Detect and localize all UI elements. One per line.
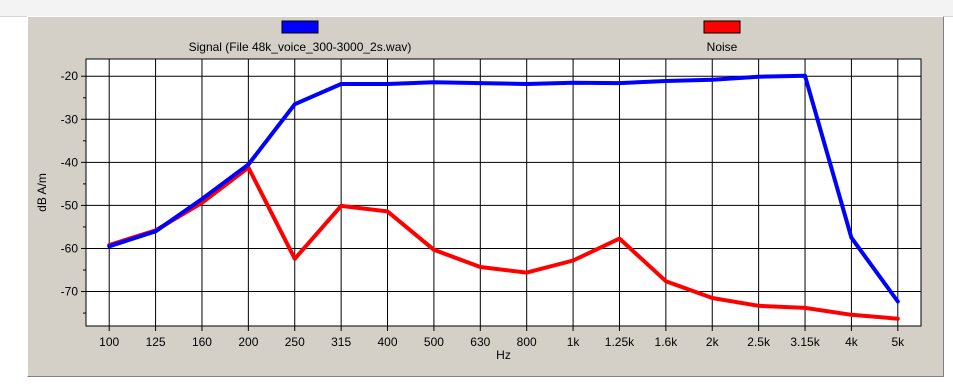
x-tick-label: 2.5k <box>747 335 771 349</box>
x-tick-label: 160 <box>192 335 212 349</box>
legend-swatch <box>703 20 741 34</box>
y-tick-label: -20 <box>61 69 79 83</box>
y-axis-ticks: -20 -30 -40 -50 -60 -70 <box>61 69 86 314</box>
series-line-noise <box>107 165 900 321</box>
y-tick-label: -30 <box>61 112 79 126</box>
x-axis-label: Hz <box>496 348 511 362</box>
x-tick-label: 630 <box>470 335 490 349</box>
x-tick-label: 250 <box>285 335 305 349</box>
x-tick-label: 500 <box>424 335 444 349</box>
legend-label: Noise <box>707 40 738 54</box>
y-tick-label: -70 <box>61 285 79 299</box>
x-tick-label: 400 <box>378 335 398 349</box>
legend: Signal (File 48k_voice_300-3000_2s.wav) N… <box>189 20 741 54</box>
top-toolbar-strip <box>0 0 953 17</box>
y-tick-label: -50 <box>61 198 79 212</box>
legend-swatch <box>281 20 319 34</box>
x-tick-label: 1.6k <box>655 335 679 349</box>
x-axis-ticks: 100 125 160 200 250 315 400 500 630 800 1k 1.25k 1.6… <box>99 326 905 349</box>
series-line-signal <box>107 73 900 304</box>
x-tick-label: 2k <box>706 335 720 349</box>
series-lines <box>107 73 900 321</box>
x-tick-label: 200 <box>238 335 258 349</box>
x-tick-label: 100 <box>99 335 119 349</box>
chart-panel: Signal (File 48k_voice_300-3000_2s.wav) N… <box>27 16 944 377</box>
x-tick-label: 4k <box>845 335 859 349</box>
legend-label: Signal (File 48k_voice_300-3000_2s.wav) <box>189 40 412 54</box>
x-tick-label: 3.15k <box>790 335 820 349</box>
chart-svg: Signal (File 48k_voice_300-3000_2s.wav) N… <box>35 20 922 362</box>
y-tick-label: -60 <box>61 241 79 255</box>
x-tick-label: 1.25k <box>605 335 635 349</box>
y-axis-label: dB A/m <box>35 173 49 212</box>
grid-lines <box>86 59 921 326</box>
x-tick-label: 315 <box>331 335 351 349</box>
x-tick-label: 800 <box>517 335 537 349</box>
y-tick-label: -40 <box>61 155 79 169</box>
plot-area <box>85 58 922 327</box>
x-tick-label: 5k <box>891 335 905 349</box>
x-tick-label: 125 <box>146 335 166 349</box>
x-tick-label: 1k <box>567 335 581 349</box>
